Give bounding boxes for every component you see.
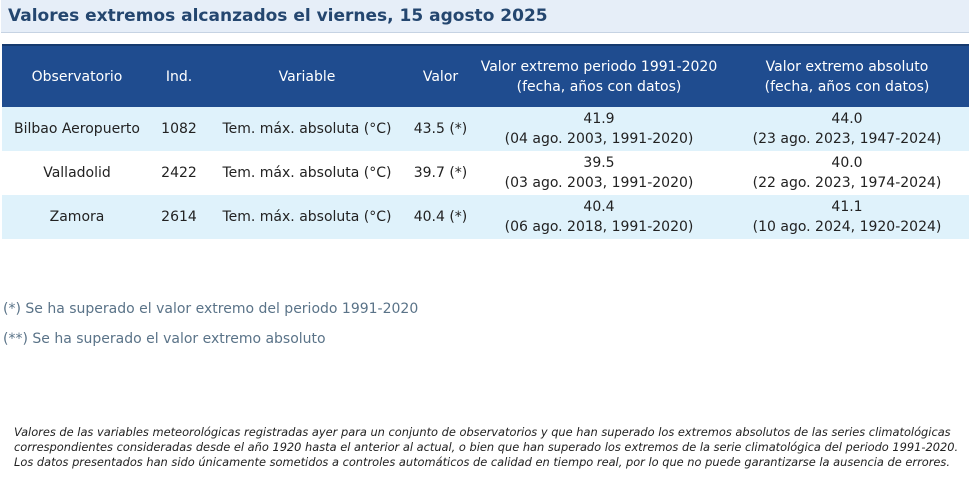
- periodo-valor: 39.5: [583, 155, 615, 171]
- absoluto-valor: 44.0: [831, 111, 863, 127]
- absoluto-detalle: (22 ago. 2023, 1974-2024): [752, 175, 942, 191]
- header-observatorio: Observatorio: [2, 44, 152, 107]
- header-valor: Valor: [408, 44, 473, 107]
- cell-observatorio: Valladolid: [43, 165, 111, 181]
- cell-valor: 43.5 (*): [408, 107, 473, 151]
- header-periodo-line2: (fecha, años con datos): [516, 78, 682, 95]
- cell-variable: Tem. máx. absoluta (°C): [222, 165, 392, 181]
- cell-absoluto: 41.1 (10 ago. 2024, 1920-2024): [725, 195, 969, 239]
- cell-variable: Tem. máx. absoluta (°C): [206, 107, 408, 151]
- legend-single-asterisk: (*) Se ha superado el valor extremo del …: [3, 301, 419, 317]
- header-valor-extremo-absoluto: Valor extremo absoluto (fecha, años con …: [725, 44, 969, 107]
- cell-periodo: 41.9 (04 ago. 2003, 1991-2020): [473, 107, 725, 151]
- cell-observatorio: Zamora: [2, 195, 152, 239]
- absoluto-detalle: (10 ago. 2024, 1920-2024): [752, 219, 942, 235]
- absoluto-valor: 41.1: [831, 199, 863, 215]
- extremes-table: Observatorio Ind. Variable Valor Valor e…: [2, 44, 969, 239]
- legend-double-asterisk: (**) Se ha superado el valor extremo abs…: [3, 331, 326, 347]
- table-row: Bilbao Aeropuerto 1082 Tem. máx. absolut…: [2, 107, 969, 151]
- cell-absoluto: 40.0 (22 ago. 2023, 1974-2024): [725, 151, 969, 195]
- cell-ind: 1082: [152, 107, 206, 151]
- cell-ind: 2422: [161, 165, 197, 181]
- periodo-detalle: (04 ago. 2003, 1991-2020): [504, 131, 694, 147]
- header-periodo-line1: Valor extremo periodo 1991-2020: [480, 58, 718, 75]
- title-bar: Valores extremos alcanzados el viernes, …: [1, 0, 969, 33]
- header-valor-extremo-periodo: Valor extremo periodo 1991-2020 (fecha, …: [473, 44, 725, 107]
- cell-variable: Tem. máx. absoluta (°C): [206, 195, 408, 239]
- table-row: Valladolid 2422 Tem. máx. absoluta (°C) …: [2, 151, 969, 195]
- cell-valor: 39.7 (*): [413, 165, 468, 181]
- header-absoluto-line1: Valor extremo absoluto: [765, 58, 929, 75]
- periodo-valor: 41.9: [583, 111, 615, 127]
- footnote: Valores de las variables meteorológicas …: [14, 425, 964, 470]
- cell-periodo: 40.4 (06 ago. 2018, 1991-2020): [473, 195, 725, 239]
- cell-ind: 2614: [152, 195, 206, 239]
- footnote-paragraph-1: Valores de las variables meteorológicas …: [14, 425, 959, 454]
- periodo-valor: 40.4: [583, 199, 615, 215]
- header-absoluto-line2: (fecha, años con datos): [764, 78, 930, 95]
- cell-observatorio: Bilbao Aeropuerto: [2, 107, 152, 151]
- header-variable: Variable: [206, 44, 408, 107]
- cell-absoluto: 44.0 (23 ago. 2023, 1947-2024): [725, 107, 969, 151]
- cell-valor: 40.4 (*): [408, 195, 473, 239]
- cell-periodo: 39.5 (03 ago. 2003, 1991-2020): [473, 151, 725, 195]
- periodo-detalle: (03 ago. 2003, 1991-2020): [504, 175, 694, 191]
- table-row: Zamora 2614 Tem. máx. absoluta (°C) 40.4…: [2, 195, 969, 239]
- page-title: Valores extremos alcanzados el viernes, …: [8, 6, 548, 26]
- footnote-paragraph-2: Los datos presentados han sido únicament…: [14, 455, 950, 469]
- absoluto-detalle: (23 ago. 2023, 1947-2024): [752, 131, 942, 147]
- periodo-detalle: (06 ago. 2018, 1991-2020): [504, 219, 694, 235]
- absoluto-valor: 40.0: [831, 155, 863, 171]
- header-ind: Ind.: [152, 44, 206, 107]
- table-header-row: Observatorio Ind. Variable Valor Valor e…: [2, 44, 969, 107]
